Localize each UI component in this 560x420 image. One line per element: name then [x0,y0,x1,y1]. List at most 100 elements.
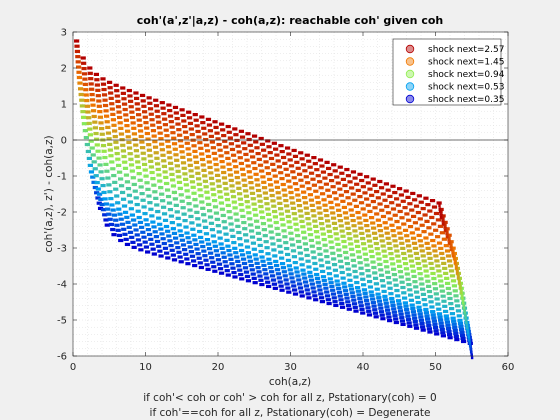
data-point [373,282,380,286]
data-point [307,193,314,197]
data-point [204,190,210,194]
data-point [282,193,288,197]
data-point [373,241,379,246]
data-point [302,242,309,246]
data-point [239,208,245,212]
data-point [174,164,180,168]
data-point [236,150,242,154]
data-point [164,251,170,255]
data-point [358,226,364,230]
data-point [446,329,452,334]
data-point [146,96,152,100]
data-point [226,210,232,214]
data-point [340,177,346,181]
data-point [230,195,237,199]
data-point [131,218,137,222]
data-point [148,207,154,211]
data-point [449,312,456,316]
data-point [447,264,454,268]
data-point [221,133,227,138]
data-point [196,256,202,260]
data-point [442,217,445,221]
data-point [265,212,272,217]
data-point [96,99,102,103]
data-point [224,238,230,242]
data-point [182,219,188,223]
data-point [272,174,278,178]
data-point [455,309,462,313]
data-point [249,268,255,272]
data-point [316,284,322,288]
data-point [273,220,279,225]
band-curve [79,104,462,290]
data-point [284,252,291,257]
data-point [152,145,159,149]
data-point [266,218,272,222]
data-point [453,258,456,262]
data-point [395,254,401,258]
data-point [197,261,203,265]
data-point [417,217,423,221]
data-point [140,230,146,234]
data-point [303,175,309,179]
data-point [450,246,456,250]
data-point [283,241,289,245]
data-point [399,216,405,220]
data-point [179,238,185,242]
data-point [205,267,211,271]
data-point [300,163,307,167]
data-point [266,284,272,289]
data-point [168,167,174,171]
data-point [304,153,310,157]
data-point [460,336,466,341]
data-point [322,203,328,207]
data-point [123,113,129,117]
data-point [208,176,215,180]
data-point [299,157,305,161]
data-point [401,222,407,226]
data-point [320,232,326,236]
data-point [150,123,156,127]
data-point [196,182,202,186]
data-point [414,295,421,299]
data-point [366,274,372,278]
data-point [229,147,236,152]
data-point [367,187,373,191]
data-point [431,244,437,248]
data-point [307,227,313,231]
data-point [192,149,198,153]
data-point [358,304,364,308]
data-point [184,231,190,235]
data-point [295,274,301,278]
data-point [284,204,290,208]
data-point [224,269,230,273]
data-point [391,307,397,311]
data-point [200,206,206,210]
data-point [237,237,243,241]
data-point [209,256,215,260]
data-point [342,289,349,293]
data-point [142,240,148,244]
data-point [295,166,301,170]
data-point [346,307,352,311]
data-point [226,130,232,134]
data-point [451,284,458,288]
data-point [322,282,328,286]
data-point [365,203,371,207]
data-point [379,239,385,243]
data-point [322,243,328,247]
data-point [439,289,445,293]
data-point [372,308,378,312]
data-point [220,128,226,132]
data-point [271,209,278,214]
data-point [105,207,111,211]
data-point [154,203,160,207]
data-point [224,198,231,202]
data-point [166,201,173,205]
data-point [225,273,231,277]
data-point [267,183,274,187]
data-point [141,235,147,239]
data-point [254,261,260,265]
data-point [74,49,81,54]
data-point [307,270,313,274]
